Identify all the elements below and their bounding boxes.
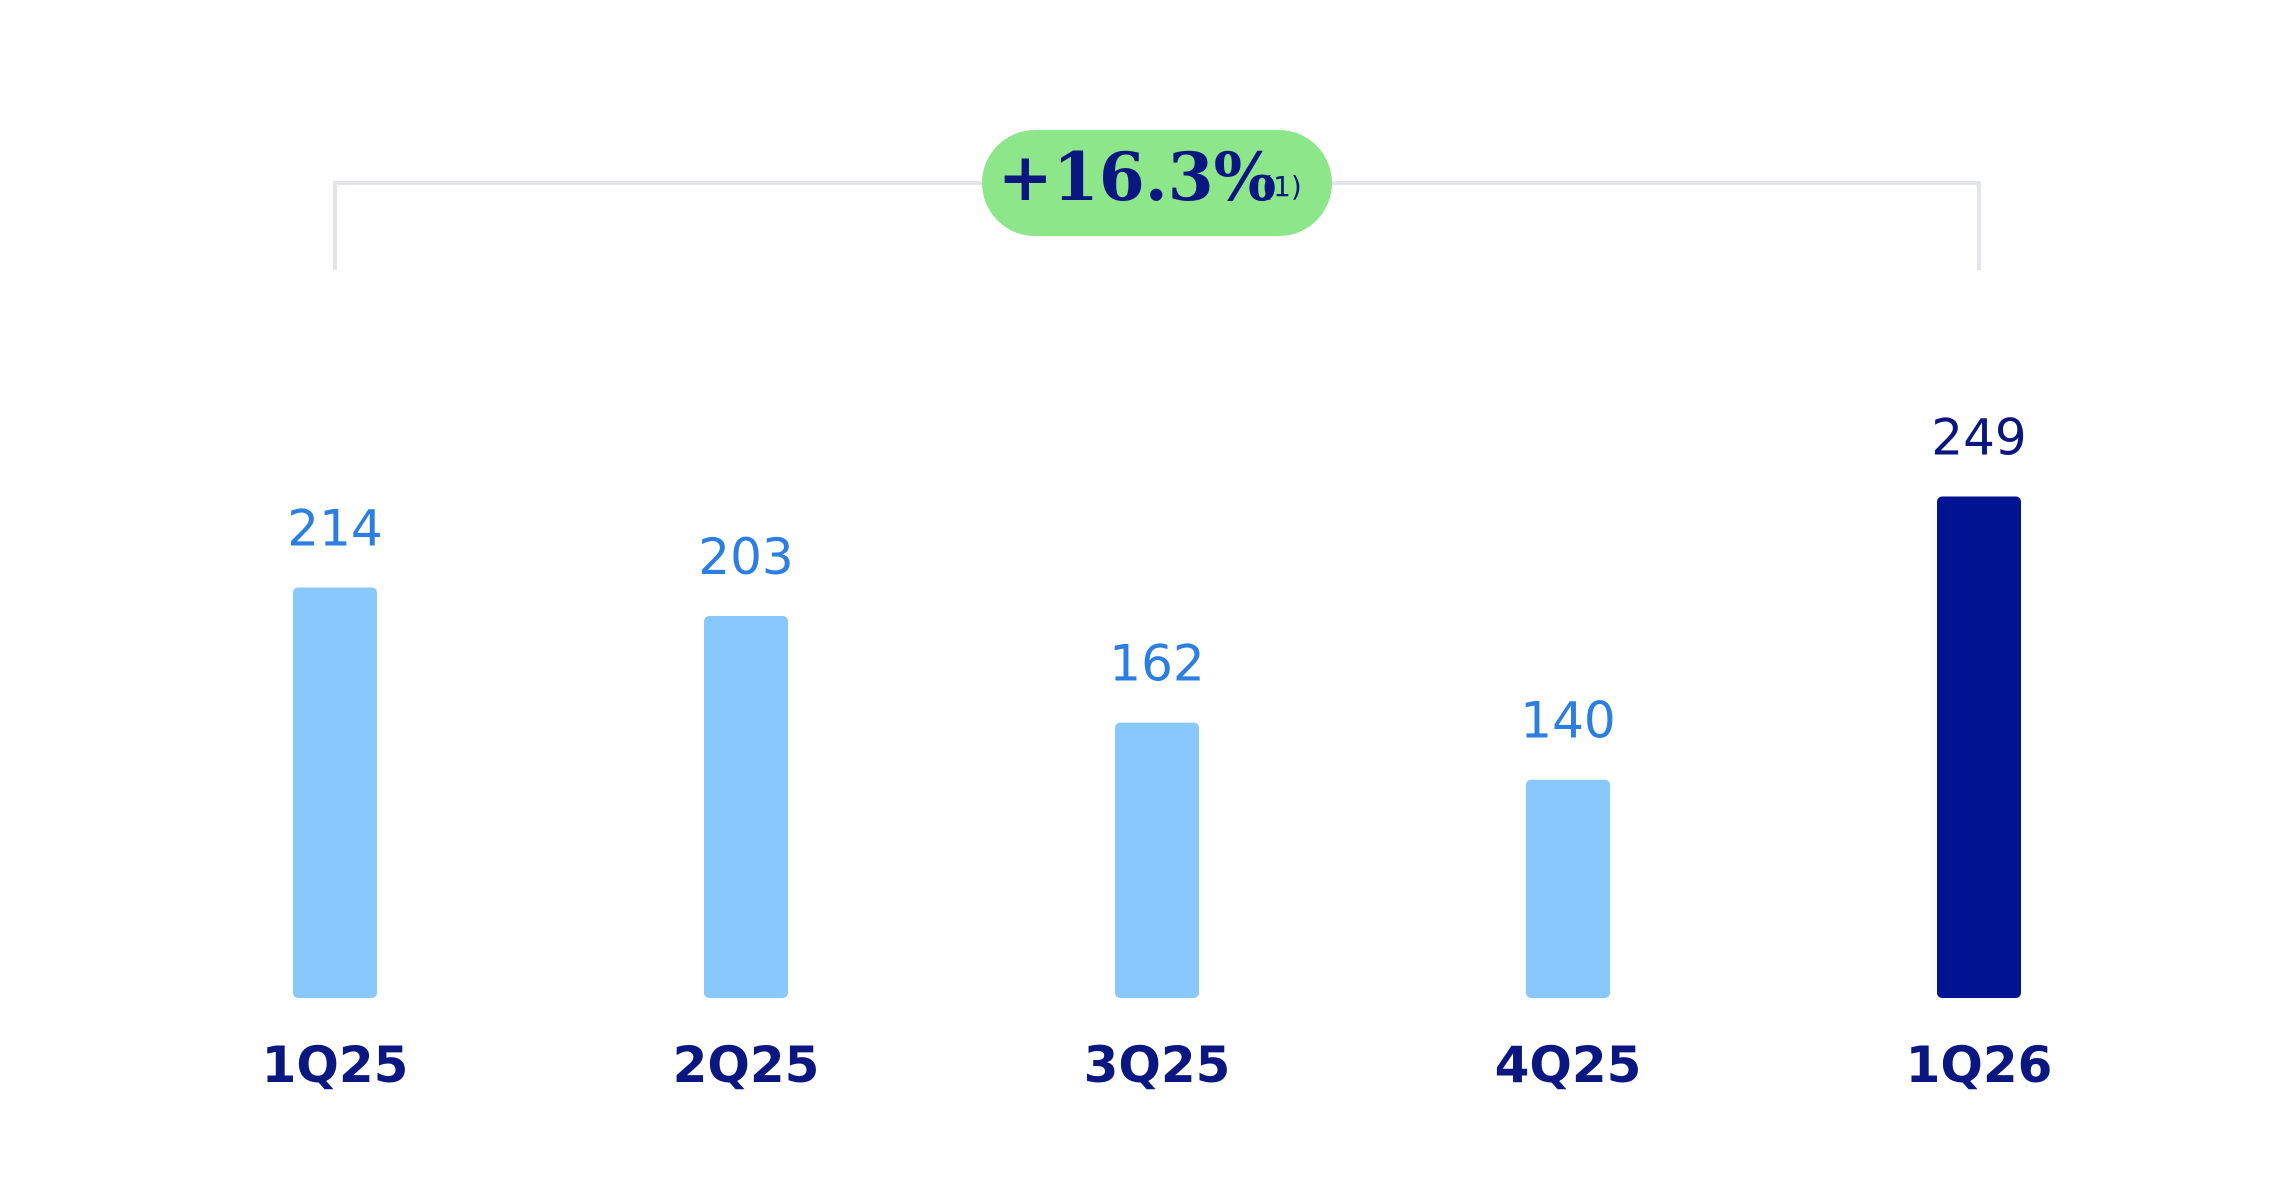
- value-label: 140: [1520, 692, 1615, 750]
- badge-text: +16.3%: [998, 138, 1277, 216]
- value-label: 249: [1931, 409, 2026, 467]
- badge-note: (1): [1262, 170, 1302, 203]
- value-label: 214: [287, 499, 382, 557]
- badge: [982, 130, 1332, 236]
- x-tick-label: 4Q25: [1495, 1036, 1642, 1094]
- x-tick-label: 3Q25: [1084, 1036, 1231, 1094]
- bar: [1937, 496, 2021, 998]
- bar: [1115, 722, 1199, 998]
- x-tick-label: 1Q26: [1906, 1036, 2053, 1094]
- value-label: 203: [698, 528, 793, 586]
- bar: [293, 587, 377, 998]
- bar: [1526, 779, 1610, 998]
- bar: [704, 616, 788, 998]
- x-tick-label: 1Q25: [262, 1036, 409, 1094]
- value-label: 162: [1109, 635, 1204, 693]
- x-tick-label: 2Q25: [673, 1036, 820, 1094]
